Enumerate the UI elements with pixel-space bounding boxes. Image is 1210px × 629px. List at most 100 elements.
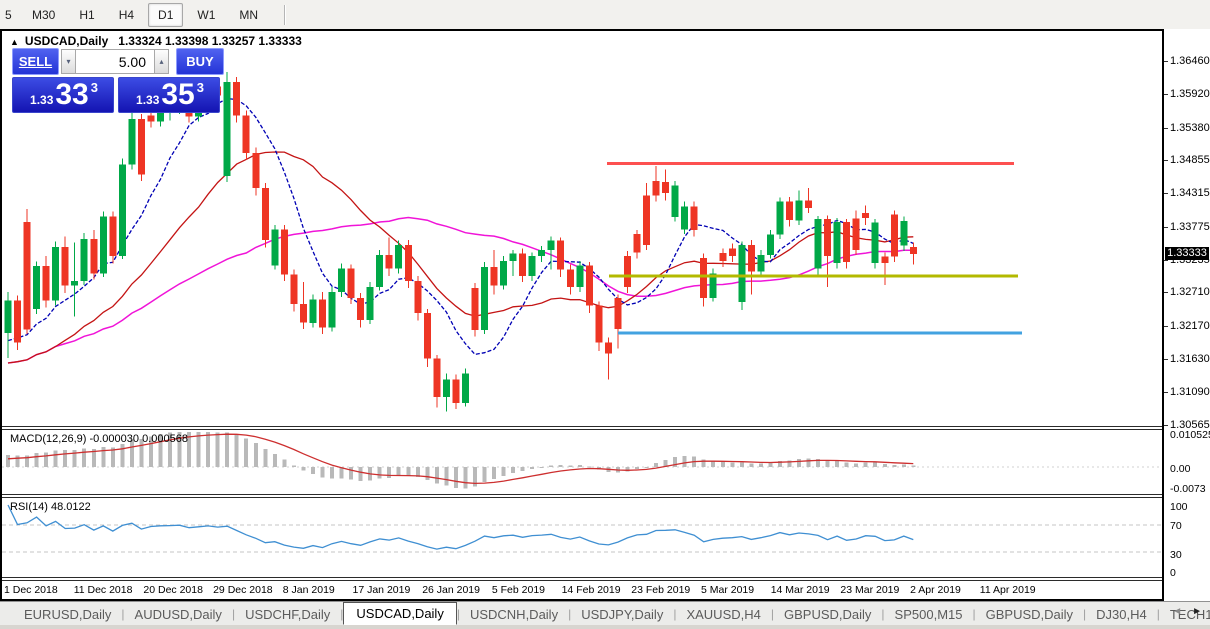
price-axis-label: 1.35920 bbox=[1170, 88, 1210, 101]
date-axis-label: 14 Feb 2019 bbox=[561, 584, 621, 596]
price-axis-label: 1.32710 bbox=[1170, 286, 1210, 299]
chart-ohlc-values: 1.33324 1.33398 1.33257 1.33333 bbox=[118, 34, 302, 48]
rsi-axis-label: 0 bbox=[1170, 567, 1176, 579]
ma-fast-line bbox=[7, 97, 914, 356]
timeframe-button-w1[interactable]: W1 bbox=[197, 7, 216, 22]
sell-button[interactable]: SELL bbox=[12, 48, 59, 75]
tab-xauusd-h4[interactable]: XAUUSD,H4 bbox=[686, 606, 761, 622]
timeframe-button-h1[interactable]: H1 bbox=[79, 7, 95, 22]
panel-separator[interactable] bbox=[2, 494, 1162, 498]
timeframe-button-h4[interactable]: H4 bbox=[118, 7, 135, 22]
date-axis-label: 26 Jan 2019 bbox=[422, 584, 480, 596]
price-tick bbox=[1164, 160, 1168, 162]
price-axis-label: 1.33775 bbox=[1170, 220, 1210, 233]
toolbar-divider bbox=[284, 4, 287, 25]
price-scale[interactable]: 1.33333 1.36460 1.35920 1.35380 1.34855 1.34… bbox=[1164, 29, 1210, 600]
price-tick bbox=[1164, 193, 1168, 195]
macd-label: MACD(12,26,9) -0.000030 0.000568 bbox=[10, 433, 188, 445]
price-axis-label: 1.32170 bbox=[1170, 319, 1210, 332]
price-tick bbox=[1164, 292, 1168, 294]
date-axis-label: 5 Feb 2019 bbox=[491, 584, 546, 596]
price-tick bbox=[1164, 94, 1168, 96]
tab-separator: | bbox=[568, 607, 572, 621]
rsi-axis-label: 100 bbox=[1170, 501, 1188, 513]
tab-usdjpy-daily[interactable]: USDJPY,Daily bbox=[581, 606, 664, 622]
macd-axis-label: -0.0073 bbox=[1170, 483, 1206, 495]
date-axis-label: 2 Apr 2019 bbox=[910, 584, 961, 596]
timeframe-button-5[interactable]: 5 bbox=[5, 7, 12, 22]
ask-price-pip: 3 bbox=[196, 79, 204, 95]
price-tick bbox=[1164, 127, 1168, 129]
date-axis-label: 17 Jan 2019 bbox=[352, 584, 411, 596]
date-axis-label: 23 Feb 2019 bbox=[631, 584, 691, 596]
ma-slow-line bbox=[7, 216, 914, 364]
rsi-axis-label: 70 bbox=[1170, 520, 1182, 532]
price-axis-label: 1.34315 bbox=[1170, 187, 1210, 200]
date-axis-label: 11 Apr 2019 bbox=[979, 584, 1036, 596]
price-axis-label: 1.36460 bbox=[1170, 55, 1210, 67]
tab-separator: | bbox=[1156, 607, 1160, 621]
volume-increase-button[interactable]: ▴ bbox=[154, 49, 169, 74]
main-price-chart[interactable] bbox=[2, 31, 1162, 426]
macd-axis-label: 0.00 bbox=[1170, 463, 1191, 475]
chart-tab-bar: EURUSD,Daily | AUDUSD,Daily | USDCHF,Daily | U… bbox=[0, 601, 1210, 629]
time-axis[interactable]: 1 Dec 2018 11 Dec 2018 20 Dec 2018 29 Dec 2… bbox=[2, 581, 1162, 599]
chevron-up-icon[interactable]: ▲ bbox=[10, 37, 19, 47]
candlestick-series bbox=[4, 72, 917, 412]
chart-title: USDCAD,Daily bbox=[24, 34, 109, 48]
macd-histogram bbox=[6, 432, 916, 489]
tab-gbpusd-daily[interactable]: GBPUSD,Daily bbox=[784, 606, 872, 622]
bid-price-main: 33 bbox=[55, 78, 89, 111]
date-axis-label: 14 Mar 2019 bbox=[770, 584, 830, 596]
tab-separator: | bbox=[673, 607, 677, 621]
price-tick bbox=[1164, 226, 1168, 228]
tab-dj30-h4[interactable]: DJ30,H4 bbox=[1096, 606, 1147, 622]
tab-scroll-right-icon[interactable]: ► bbox=[1192, 606, 1202, 617]
tab-tech100-h1[interactable]: TECH100,H1 bbox=[1169, 606, 1210, 622]
bid-price-tile[interactable]: 1.33 33 3 bbox=[12, 77, 114, 113]
timeframe-button-m30[interactable]: M30 bbox=[32, 7, 56, 22]
chart-tabs: EURUSD,Daily | AUDUSD,Daily | USDCHF,Daily | U… bbox=[14, 601, 1210, 625]
bid-price-prefix: 1.33 bbox=[30, 93, 54, 107]
tab-separator: | bbox=[770, 607, 774, 621]
rsi-label: RSI(14) 48.0122 bbox=[10, 501, 91, 513]
date-axis-label: 23 Mar 2019 bbox=[840, 584, 900, 596]
rsi-canvas bbox=[2, 504, 1162, 553]
timeframe-toolbar: 5 M30 H1 H4 D1 W1 MN bbox=[0, 0, 1210, 30]
tab-separator: | bbox=[972, 607, 976, 621]
timeframe-button-mn[interactable]: MN bbox=[239, 7, 259, 22]
tab-sp500-m15[interactable]: SP500,M15 bbox=[894, 606, 963, 622]
volume-input[interactable] bbox=[76, 49, 154, 74]
tab-usdcnh-daily[interactable]: USDCNH,Daily bbox=[469, 606, 559, 622]
panel-separator[interactable] bbox=[2, 426, 1162, 430]
tab-separator: | bbox=[231, 607, 236, 621]
price-tick bbox=[1164, 325, 1168, 327]
tab-bar-strip bbox=[0, 625, 1210, 629]
tab-audusd-daily[interactable]: AUDUSD,Daily bbox=[134, 606, 222, 622]
date-axis-label: 20 Dec 2018 bbox=[143, 584, 203, 596]
tab-scroll-left-icon[interactable]: ◄ bbox=[1172, 606, 1183, 617]
volume-decrease-button[interactable]: ▾ bbox=[61, 49, 76, 74]
timeframe-button-d1[interactable]: D1 bbox=[148, 2, 184, 27]
tab-eurusd-daily[interactable]: EURUSD,Daily bbox=[24, 606, 112, 622]
rsi-panel[interactable]: RSI(14) 48.0122 bbox=[2, 498, 1162, 577]
ask-price-tile[interactable]: 1.33 35 3 bbox=[118, 77, 220, 113]
candlestick-chart-canvas bbox=[4, 72, 1022, 412]
buy-button[interactable]: BUY bbox=[176, 48, 224, 75]
date-axis-label: 29 Dec 2018 bbox=[213, 584, 273, 596]
tab-usdcad-daily[interactable]: USDCAD,Daily bbox=[343, 601, 457, 625]
tab-gbpusd-daily[interactable]: GBPUSD,Daily bbox=[985, 606, 1074, 622]
macd-canvas bbox=[2, 432, 1162, 489]
trade-controls-row: SELL ▾ ▴ BUY bbox=[12, 48, 224, 75]
price-axis-label: 1.35380 bbox=[1170, 121, 1210, 134]
price-tick bbox=[1164, 260, 1168, 262]
macd-panel[interactable]: MACD(12,26,9) -0.000030 0.000568 bbox=[2, 430, 1162, 494]
current-price-badge: 1.33333 bbox=[1165, 247, 1209, 261]
chart-header: ▲ USDCAD,Daily 1.33324 1.33398 1.33257 1.3… bbox=[10, 34, 302, 48]
tab-usdchf-daily[interactable]: USDCHF,Daily bbox=[245, 606, 331, 622]
price-axis-label: 1.31630 bbox=[1170, 353, 1210, 366]
price-axis-label: 1.31090 bbox=[1170, 386, 1210, 399]
rsi-axis-label: 30 bbox=[1170, 549, 1182, 561]
